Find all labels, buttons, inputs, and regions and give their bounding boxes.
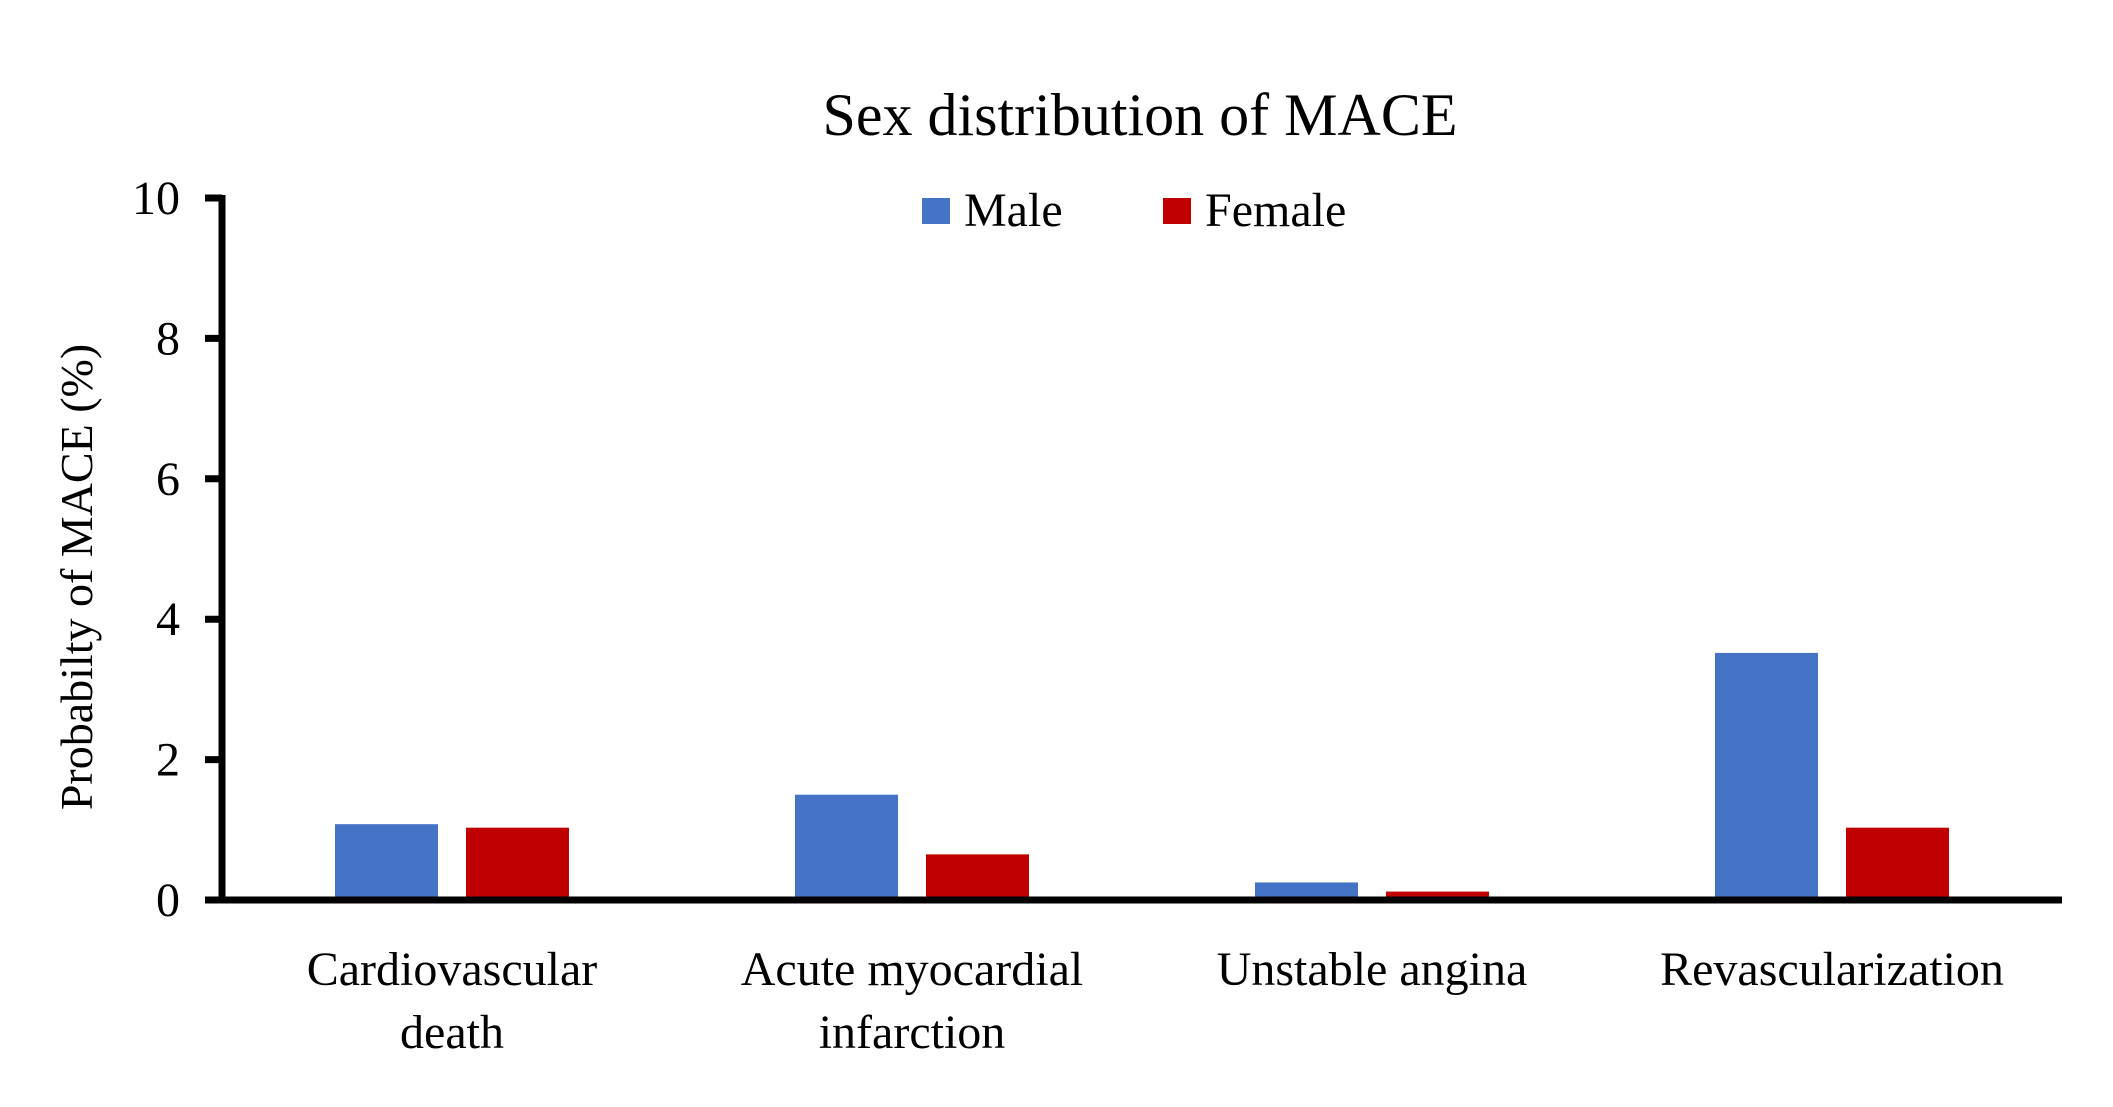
legend-label-female: Female	[1205, 184, 1346, 237]
x-category-label: Acute myocardial	[741, 943, 1084, 996]
y-axis-ticks: 0 2 4 6 8 10	[132, 172, 222, 927]
bars	[335, 652, 1949, 900]
bar-female	[926, 854, 1029, 900]
y-tick-label: 2	[156, 734, 180, 787]
legend-swatch-female	[1163, 198, 1191, 224]
bar-male	[795, 794, 898, 900]
y-tick-label: 0	[156, 874, 180, 927]
y-tick-label: 6	[156, 453, 180, 506]
legend: Male Female	[922, 184, 1346, 237]
bar-male	[335, 824, 438, 900]
bar-female	[1846, 827, 1949, 900]
y-axis-label: Probabilty of MACE (%)	[51, 344, 102, 810]
x-category-label: Revascularization	[1660, 943, 2004, 996]
y-tick-label: 10	[132, 172, 180, 225]
x-category-label: death	[400, 1006, 504, 1059]
bar-female	[466, 827, 569, 900]
y-tick-label: 8	[156, 312, 180, 365]
x-axis-labels: Cardiovascular death Acute myocardial infar…	[307, 943, 2004, 1059]
bar-male	[1715, 652, 1818, 900]
legend-label-male: Male	[964, 184, 1063, 237]
y-tick-label: 4	[156, 593, 180, 646]
bar-female	[1386, 891, 1489, 900]
x-category-label: infarction	[819, 1006, 1006, 1059]
x-category-label: Cardiovascular	[307, 943, 598, 996]
x-category-label: Unstable angina	[1217, 943, 1528, 996]
bar-male	[1255, 882, 1358, 900]
chart-title: Sex distribution of MACE	[822, 82, 1457, 148]
legend-swatch-male	[922, 198, 950, 224]
